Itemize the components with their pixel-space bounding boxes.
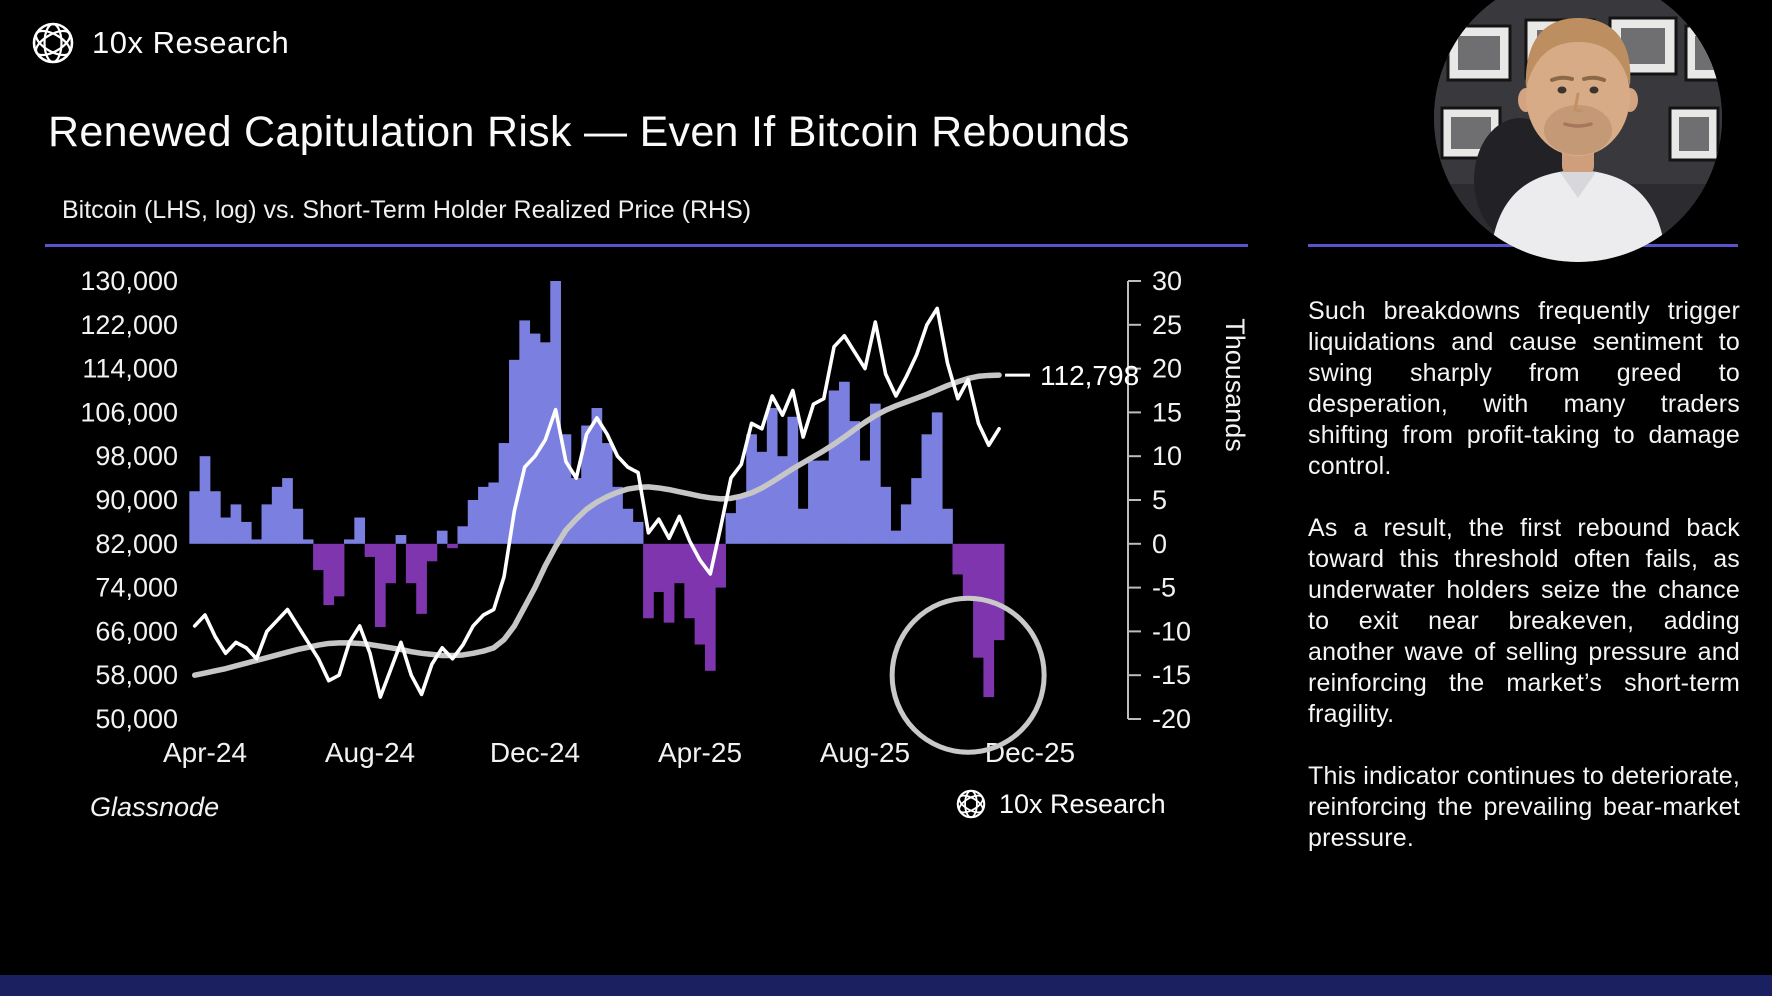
svg-text:74,000: 74,000 [95, 573, 178, 603]
10x-research-logo-icon [956, 789, 986, 819]
btc-price-line [192, 306, 1001, 699]
price-annotation: 112,798 [1005, 360, 1139, 391]
svg-text:15: 15 [1152, 397, 1182, 427]
brand-name: 10x Research [92, 25, 290, 60]
rhs-axis: 30 25 20 15 10 5 0 -5 -10 -15 -20 Thousands [1127, 266, 1250, 734]
commentary-paragraph: As a result, the first rebound back towa… [1308, 514, 1740, 728]
footer-brand-name: 10x Research [999, 788, 1166, 819]
divider-left [45, 244, 1248, 247]
svg-text:90,000: 90,000 [95, 485, 178, 515]
webcam-overlay [1434, 0, 1722, 262]
lhs-axis: 130,000 122,000 114,000 106,000 98,000 90,000… [80, 266, 178, 734]
commentary-paragraph: Such breakdowns frequently trigger liqui… [1308, 297, 1740, 480]
bottom-bar [0, 975, 1772, 996]
presenter [1490, 18, 1666, 262]
presenter-video [1434, 0, 1722, 262]
svg-text:10: 10 [1152, 441, 1182, 471]
brand-header: 10x Research [30, 20, 289, 66]
chart-subtitle: Bitcoin (LHS, log) vs. Short-Term Holder… [62, 196, 752, 224]
svg-text:-20: -20 [1152, 704, 1191, 734]
source-label: Glassnode [90, 792, 220, 822]
main-chart: 130,000 122,000 114,000 106,000 98,000 90,000… [80, 266, 1250, 768]
footer-brand: 10x Research [955, 788, 1166, 820]
svg-text:82,000: 82,000 [95, 529, 178, 559]
svg-text:58,000: 58,000 [95, 660, 178, 690]
svg-text:106,000: 106,000 [80, 397, 178, 427]
commentary-paragraph: This indicator continues to deteriorate,… [1308, 762, 1740, 852]
svg-text:112,798: 112,798 [1040, 360, 1139, 391]
svg-text:130,000: 130,000 [80, 266, 178, 296]
svg-text:Aug-24: Aug-24 [325, 737, 415, 768]
svg-text:Dec-25: Dec-25 [985, 737, 1075, 768]
commentary-panel: Such breakdowns frequently trigger liqui… [1308, 296, 1740, 885]
svg-text:25: 25 [1152, 310, 1182, 340]
highlight-circle [889, 595, 1047, 755]
svg-text:122,000: 122,000 [80, 310, 178, 340]
svg-text:Dec-24: Dec-24 [490, 737, 580, 768]
svg-text:-15: -15 [1152, 660, 1191, 690]
svg-text:-5: -5 [1152, 573, 1176, 603]
svg-text:30: 30 [1152, 266, 1182, 296]
svg-text:0: 0 [1152, 529, 1167, 559]
svg-text:114,000: 114,000 [82, 354, 178, 384]
svg-text:20: 20 [1152, 354, 1182, 384]
svg-text:98,000: 98,000 [95, 441, 178, 471]
svg-text:Aug-25: Aug-25 [820, 737, 910, 768]
bars-series [189, 281, 1005, 698]
svg-text:5: 5 [1152, 485, 1167, 515]
x-axis: Apr-24 Aug-24 Dec-24 Apr-25 Aug-25 Dec-25 [163, 737, 1075, 768]
10x-research-logo-icon [32, 22, 74, 64]
page-title: Renewed Capitulation Risk — Even If Bitc… [48, 108, 1130, 156]
sth-realized-price-line [191, 372, 1002, 678]
svg-text:Apr-24: Apr-24 [163, 737, 247, 768]
svg-text:66,000: 66,000 [95, 616, 178, 646]
svg-text:Apr-25: Apr-25 [658, 737, 742, 768]
rhs-axis-title: Thousands [1220, 318, 1250, 452]
svg-text:50,000: 50,000 [95, 704, 178, 734]
svg-text:-10: -10 [1152, 616, 1191, 646]
